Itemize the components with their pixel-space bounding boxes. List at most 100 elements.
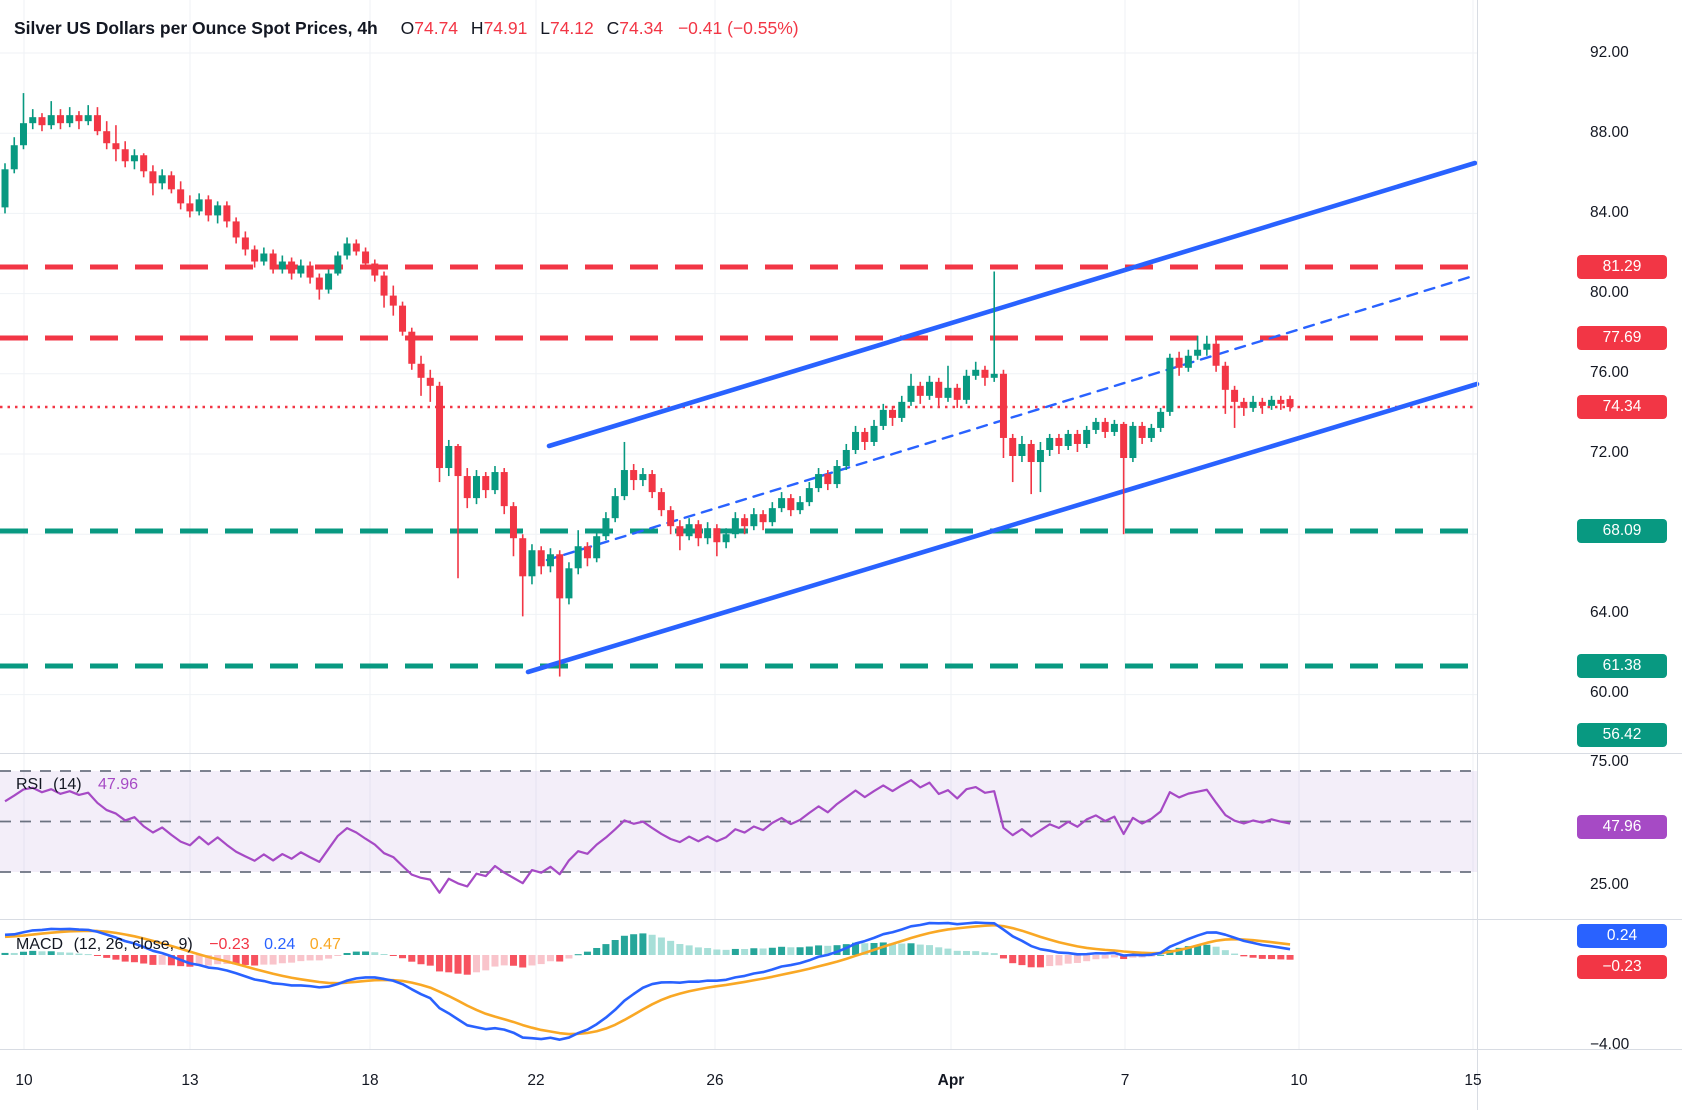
macd-histogram-bar — [426, 955, 434, 966]
macd-histogram-bar — [1036, 955, 1044, 968]
price-tick-label[interactable]: 88.00 — [1590, 124, 1629, 141]
price-axis-separator — [1477, 0, 1478, 1110]
macd-histogram-bar — [1249, 955, 1257, 958]
macd-histogram-bar — [1027, 955, 1035, 968]
macd-histogram-bar — [916, 944, 924, 955]
candle-body — [1110, 423, 1118, 432]
time-tick-label[interactable]: 15 — [1464, 1072, 1482, 1089]
macd-histogram-bar — [833, 945, 841, 955]
candle-body — [648, 474, 656, 493]
macd-histogram-bar — [38, 951, 46, 955]
macd-histogram-bar — [611, 940, 619, 955]
macd-histogram-bar — [454, 955, 462, 974]
trend-channel-line — [545, 275, 1472, 562]
high-value: 74.91 — [483, 18, 528, 38]
price-tick-label[interactable]: 84.00 — [1590, 204, 1629, 221]
candle-body — [852, 431, 860, 450]
macd-histogram-bar — [1055, 955, 1063, 966]
macd-histogram-bar — [343, 952, 351, 955]
candle-body — [1184, 355, 1192, 368]
macd-histogram-bar — [546, 955, 554, 962]
price-tick-label[interactable]: 80.00 — [1590, 284, 1629, 301]
macd-histogram-bar — [121, 955, 129, 962]
macd-histogram-bar — [288, 955, 296, 963]
macd-histogram-bar — [593, 947, 601, 955]
macd-legend[interactable]: MACD (12, 26, close, 9) −0.23 0.24 0.47 — [16, 936, 341, 954]
macd-histogram-bar — [768, 947, 776, 955]
candle-body — [482, 476, 490, 491]
time-tick-label[interactable]: 13 — [181, 1072, 199, 1089]
candle-body — [325, 273, 333, 290]
macd-histogram-bar — [1083, 955, 1091, 962]
macd-histogram-bar — [445, 955, 453, 973]
macd-histogram-bar — [380, 953, 388, 955]
candle-body — [472, 476, 480, 499]
candle-body — [741, 518, 749, 527]
candle-body — [1129, 425, 1137, 459]
macd-histogram-bar — [1194, 945, 1202, 955]
time-tick-label[interactable]: 10 — [1290, 1072, 1308, 1089]
candle-body — [870, 425, 878, 442]
candle-body — [1277, 399, 1285, 404]
candle-body — [750, 514, 758, 527]
price-tick-label[interactable]: 72.00 — [1590, 444, 1629, 461]
rsi-legend[interactable]: RSI (14) 47.96 — [16, 776, 138, 794]
macd-histogram-bar — [167, 955, 175, 966]
candle-body — [574, 546, 582, 569]
price-tick-label[interactable]: 25.00 — [1590, 876, 1629, 893]
macd-name: MACD — [16, 936, 64, 953]
macd-histogram-bar — [879, 942, 887, 955]
symbol-legend[interactable]: Silver US Dollars per Ounce Spot Prices,… — [14, 18, 799, 39]
candle-body — [1203, 343, 1211, 350]
time-tick-label[interactable]: 22 — [527, 1072, 545, 1089]
macd-histogram-bar — [842, 944, 850, 955]
candle-body — [1009, 437, 1017, 457]
candle-body — [417, 363, 425, 378]
candle-body — [1212, 343, 1220, 366]
candle-body — [879, 409, 887, 426]
rsi-pane-separator[interactable] — [0, 753, 1682, 754]
macd-line-value: 0.24 — [264, 936, 296, 953]
macd-histogram-bar — [306, 955, 314, 961]
macd-histogram-bar — [1203, 944, 1211, 955]
price-tick-label[interactable]: 75.00 — [1590, 753, 1629, 770]
candle-body — [463, 476, 471, 499]
time-tick-label[interactable]: Apr — [937, 1072, 965, 1089]
candle-body — [889, 409, 897, 418]
macd-histogram-bar — [704, 948, 712, 955]
candle-body — [1249, 401, 1257, 408]
price-tick-label[interactable]: 92.00 — [1590, 44, 1629, 61]
macd-histogram-bar — [898, 943, 906, 955]
macd-histogram-bar — [759, 948, 767, 955]
candle-body — [620, 470, 628, 497]
candle-body — [334, 255, 342, 274]
candle-body — [158, 175, 166, 184]
candle-body — [167, 175, 175, 190]
time-tick-label[interactable]: 7 — [1120, 1072, 1130, 1089]
price-tick-label[interactable]: 60.00 — [1590, 684, 1629, 701]
macd-histogram-bar — [935, 947, 943, 955]
macd-histogram-bar — [103, 955, 111, 958]
macd-pane-separator[interactable] — [0, 919, 1682, 920]
macd-histogram-bar — [639, 933, 647, 955]
macd-histogram-bar — [19, 951, 27, 955]
macd-histogram-bar — [362, 951, 370, 955]
time-tick-label[interactable]: 10 — [15, 1072, 33, 1089]
price-tick-label[interactable]: 64.00 — [1590, 604, 1629, 621]
macd-histogram-bar — [463, 955, 471, 975]
candle-body — [667, 510, 675, 527]
time-tick-label[interactable]: 18 — [361, 1072, 379, 1089]
price-badge: 74.34 — [1577, 395, 1667, 419]
macd-line — [4, 921, 1291, 1041]
macd-histogram-bar — [47, 951, 55, 955]
candle-body — [352, 243, 360, 252]
price-tick-label[interactable]: −4.00 — [1590, 1036, 1630, 1053]
price-badge: 68.09 — [1577, 519, 1667, 543]
time-tick-label[interactable]: 26 — [706, 1072, 724, 1089]
price-tick-label[interactable]: 76.00 — [1590, 364, 1629, 381]
candle-body — [454, 445, 462, 477]
candle-body — [288, 261, 296, 274]
candle-body — [19, 123, 27, 146]
trend-channel-line — [525, 381, 1480, 675]
